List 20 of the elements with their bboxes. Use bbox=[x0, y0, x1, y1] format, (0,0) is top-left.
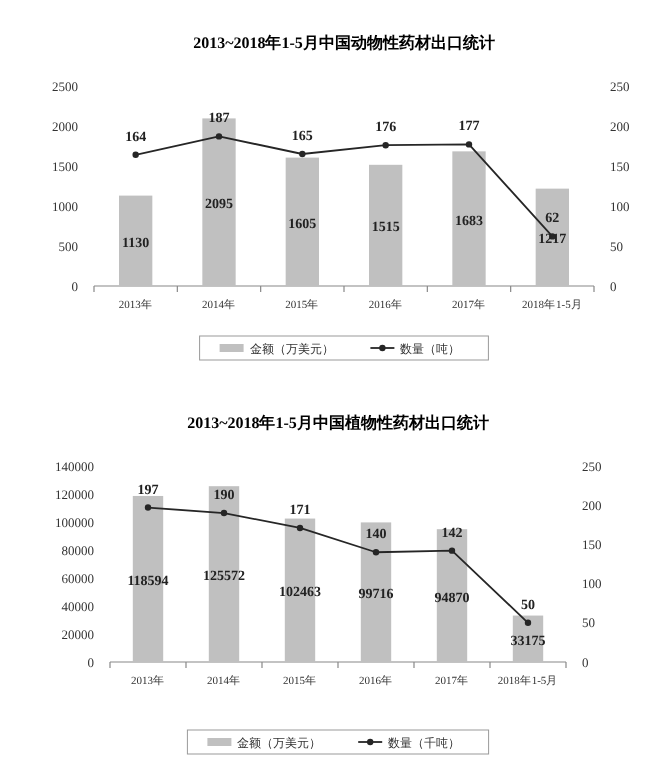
point bbox=[524, 619, 532, 626]
point bbox=[215, 133, 223, 140]
point bbox=[220, 509, 228, 517]
point bbox=[465, 141, 473, 148]
bar bbox=[360, 522, 392, 662]
point bbox=[144, 504, 152, 511]
point bbox=[299, 150, 306, 158]
bar bbox=[119, 195, 153, 286]
point bbox=[132, 151, 139, 158]
bar bbox=[436, 529, 468, 662]
chart-title: 2013~2018年1-5月中国动物性药材出口统计 bbox=[193, 34, 495, 52]
bar bbox=[452, 151, 486, 286]
bar bbox=[535, 188, 569, 286]
bar bbox=[285, 157, 319, 286]
point bbox=[448, 547, 456, 554]
point bbox=[372, 549, 380, 556]
bar bbox=[369, 164, 403, 286]
point bbox=[296, 524, 304, 532]
chart-title: 2013~2018年1-5月中国植物性药材出口统计 bbox=[187, 414, 489, 432]
point bbox=[382, 142, 389, 149]
